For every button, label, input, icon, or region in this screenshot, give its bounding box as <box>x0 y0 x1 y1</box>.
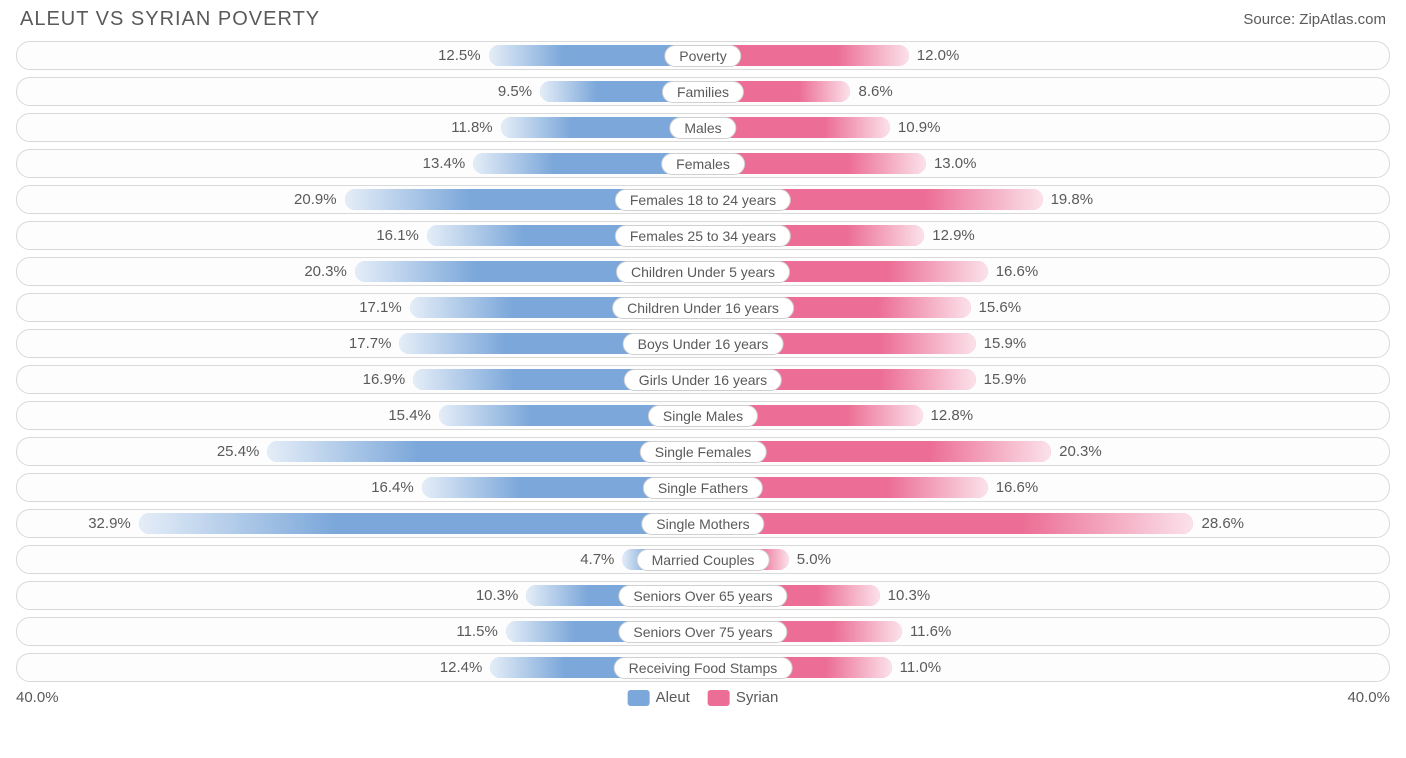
axis-row: 40.0% Aleut Syrian 40.0% <box>0 689 1406 706</box>
chart-row: 12.5% 12.0% Poverty <box>16 41 1390 70</box>
value-right: 10.3% <box>880 585 931 606</box>
chart-row: 16.9% 15.9% Girls Under 16 years <box>16 365 1390 394</box>
value-left: 25.4% <box>217 441 268 462</box>
value-right: 16.6% <box>988 477 1039 498</box>
value-right: 15.6% <box>971 297 1022 318</box>
value-right: 15.9% <box>976 333 1027 354</box>
value-right: 13.0% <box>926 153 977 174</box>
value-left: 20.9% <box>294 189 345 210</box>
chart-row: 9.5% 8.6% Families <box>16 77 1390 106</box>
chart-row: 15.4% 12.8% Single Males <box>16 401 1390 430</box>
category-label: Boys Under 16 years <box>623 333 784 355</box>
legend-item-right: Syrian <box>708 689 779 706</box>
value-right: 16.6% <box>988 261 1039 282</box>
chart-row: 13.4% 13.0% Females <box>16 149 1390 178</box>
value-left: 20.3% <box>304 261 355 282</box>
axis-max-left: 40.0% <box>16 689 59 706</box>
category-label: Females 18 to 24 years <box>615 189 791 211</box>
category-label: Girls Under 16 years <box>624 369 782 391</box>
chart-row: 16.4% 16.6% Single Fathers <box>16 473 1390 502</box>
chart-row: 12.4% 11.0% Receiving Food Stamps <box>16 653 1390 682</box>
chart-row: 11.5% 11.6% Seniors Over 75 years <box>16 617 1390 646</box>
category-label: Seniors Over 65 years <box>618 585 787 607</box>
value-right: 11.6% <box>902 621 951 642</box>
value-left: 9.5% <box>498 81 540 102</box>
value-right: 10.9% <box>890 117 941 138</box>
category-label: Single Males <box>648 405 758 427</box>
value-right: 11.0% <box>892 657 941 678</box>
value-right: 28.6% <box>1193 513 1244 534</box>
value-left: 32.9% <box>88 513 139 534</box>
bar-left: 32.9% <box>139 513 703 534</box>
category-label: Males <box>669 117 736 139</box>
value-left: 12.5% <box>438 45 489 66</box>
value-left: 13.4% <box>423 153 474 174</box>
value-left: 16.1% <box>376 225 427 246</box>
value-right: 5.0% <box>789 549 831 570</box>
value-left: 11.8% <box>451 117 500 138</box>
category-label: Children Under 16 years <box>612 297 794 319</box>
legend-item-left: Aleut <box>628 689 690 706</box>
value-left: 11.5% <box>456 621 505 642</box>
category-label: Children Under 5 years <box>616 261 790 283</box>
value-left: 17.1% <box>359 297 410 318</box>
value-right: 12.8% <box>923 405 974 426</box>
chart-row: 11.8% 10.9% Males <box>16 113 1390 142</box>
category-label: Receiving Food Stamps <box>614 657 793 679</box>
category-label: Married Couples <box>637 549 770 571</box>
value-left: 4.7% <box>580 549 622 570</box>
value-right: 12.0% <box>909 45 960 66</box>
value-left: 12.4% <box>440 657 491 678</box>
category-label: Single Mothers <box>641 513 764 535</box>
legend-label-left: Aleut <box>656 689 690 706</box>
category-label: Single Fathers <box>643 477 763 499</box>
value-right: 19.8% <box>1043 189 1094 210</box>
value-left: 15.4% <box>388 405 439 426</box>
value-right: 12.9% <box>924 225 975 246</box>
value-right: 8.6% <box>850 81 892 102</box>
legend: Aleut Syrian <box>628 689 779 706</box>
chart-row: 20.3% 16.6% Children Under 5 years <box>16 257 1390 286</box>
chart-row: 17.7% 15.9% Boys Under 16 years <box>16 329 1390 358</box>
source-prefix: Source: <box>1243 11 1299 28</box>
chart-header: ALEUT VS SYRIAN POVERTY Source: ZipAtlas… <box>0 0 1406 41</box>
legend-swatch-right <box>708 690 730 706</box>
bar-left: 25.4% <box>267 441 703 462</box>
source-name: ZipAtlas.com <box>1299 11 1386 28</box>
chart-row: 25.4% 20.3% Single Females <box>16 437 1390 466</box>
chart-row: 10.3% 10.3% Seniors Over 65 years <box>16 581 1390 610</box>
category-label: Females 25 to 34 years <box>615 225 791 247</box>
legend-swatch-left <box>628 690 650 706</box>
value-left: 17.7% <box>349 333 400 354</box>
chart-title: ALEUT VS SYRIAN POVERTY <box>20 8 320 31</box>
chart-source: Source: ZipAtlas.com <box>1243 11 1386 28</box>
value-left: 16.9% <box>363 369 414 390</box>
value-left: 16.4% <box>371 477 422 498</box>
category-label: Poverty <box>664 45 741 67</box>
value-right: 20.3% <box>1051 441 1102 462</box>
category-label: Families <box>662 81 744 103</box>
category-label: Single Females <box>640 441 767 463</box>
chart-row: 20.9% 19.8% Females 18 to 24 years <box>16 185 1390 214</box>
category-label: Females <box>661 153 745 175</box>
value-right: 15.9% <box>976 369 1027 390</box>
chart-row: 17.1% 15.6% Children Under 16 years <box>16 293 1390 322</box>
value-left: 10.3% <box>476 585 527 606</box>
chart-row: 16.1% 12.9% Females 25 to 34 years <box>16 221 1390 250</box>
category-label: Seniors Over 75 years <box>618 621 787 643</box>
axis-max-right: 40.0% <box>1347 689 1390 706</box>
legend-label-right: Syrian <box>736 689 779 706</box>
chart-row: 32.9%28.6%Single Mothers <box>16 509 1390 538</box>
bar-right: 28.6% <box>703 513 1193 534</box>
chart-row: 4.7% 5.0% Married Couples <box>16 545 1390 574</box>
diverging-bar-chart: 12.5% 12.0% Poverty 9.5% 8.6% Families 11.8% 10… <box>0 41 1406 682</box>
